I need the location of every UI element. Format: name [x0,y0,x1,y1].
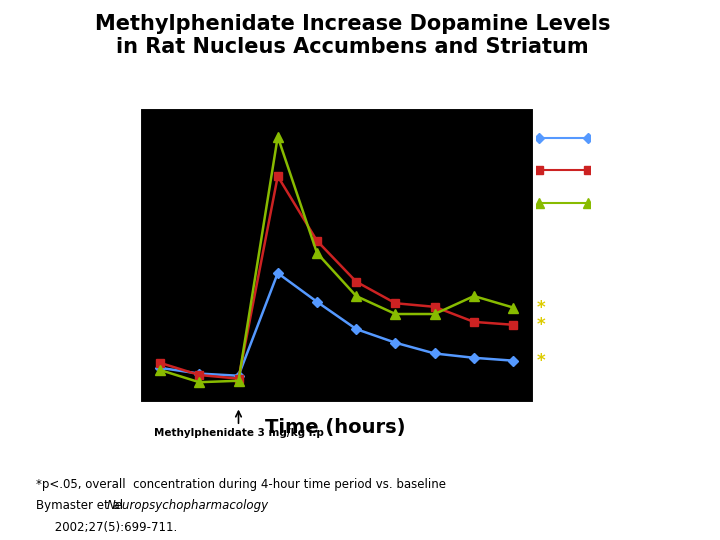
Text: *: * [537,299,546,316]
Text: Neuropsychopharmacology: Neuropsychopharmacology [107,500,269,512]
Text: Bymaster et al.: Bymaster et al. [36,500,130,512]
Text: *: * [537,352,546,370]
Text: Methylphenidate 3 mg/kg i.p: Methylphenidate 3 mg/kg i.p [153,428,323,438]
Text: 2002;27(5):699-711.: 2002;27(5):699-711. [36,521,177,534]
Text: *: * [537,316,546,334]
Text: Time (hours): Time (hours) [264,418,405,437]
Text: *p<.05, overall  concentration during 4-hour time period vs. baseline: *p<.05, overall concentration during 4-h… [36,478,446,491]
Text: Methylphenidate Increase Dopamine Levels
in Rat Nucleus Accumbens and Striatum: Methylphenidate Increase Dopamine Levels… [95,14,611,57]
